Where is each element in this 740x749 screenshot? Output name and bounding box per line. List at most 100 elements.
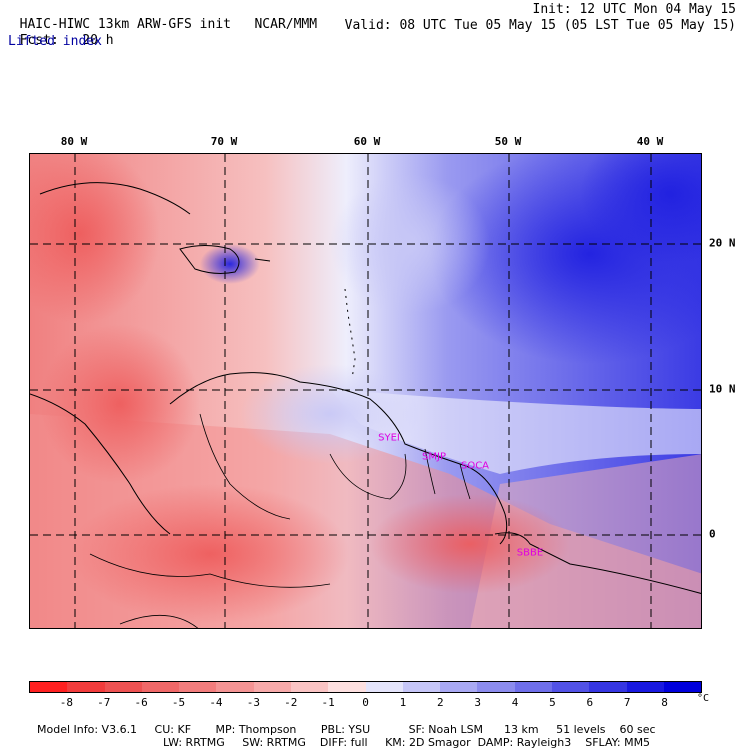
border-peru	[119, 614, 199, 628]
coast-lesser-antilles	[344, 288, 356, 380]
colorbar-segment	[514, 682, 552, 692]
grid-spacing: 13 km	[504, 723, 539, 736]
blue-core-hispaniola	[200, 244, 260, 284]
coast-puerto-rico	[254, 258, 271, 262]
border-guyana-suriname	[424, 448, 436, 495]
red-blob-central-america	[40, 324, 200, 484]
eddy-option: KM: 2D Smagor	[385, 736, 471, 749]
border-colombia-venezuela	[199, 413, 291, 520]
country-borders	[89, 413, 471, 628]
coastlines	[30, 182, 701, 594]
colorbar-segment	[67, 682, 105, 692]
blue-core-venezuela	[240, 364, 420, 464]
valid-time: Valid: 08 UTC Tue 05 May 15 (05 LST Tue …	[344, 18, 736, 33]
shortwave-scheme: SW: RRTMG	[242, 736, 306, 749]
colorbar-unit: °C	[697, 693, 710, 704]
colorbar-tick-label: 1	[399, 696, 407, 709]
colorbar-tick-label: 2	[436, 696, 444, 709]
colorbar-segment	[104, 682, 142, 692]
colorbar-segment	[477, 682, 515, 692]
lon-label-70w: 70 W	[210, 135, 238, 148]
model-info-line-2: LW: RRTMG SW: RRTMG DIFF: full KM: 2D Sm…	[156, 725, 650, 749]
lat-lon-grid	[30, 154, 701, 628]
colorbar-tick-label: -5	[171, 696, 186, 709]
lon-label-60w: 60 W	[353, 135, 381, 148]
model-title: HAIC-HIWC 13km ARW-GFS init NCAR/MMM	[4, 2, 317, 32]
surface-scheme: SF: Noah LSM	[408, 723, 484, 736]
longwave-scheme: LW: RRTMG	[163, 736, 225, 749]
colorbar-segment	[328, 682, 366, 692]
border-brazil-west	[89, 553, 331, 588]
colorbar-segment	[30, 682, 68, 692]
coast-central-america	[30, 393, 171, 535]
colorbar-tick-label: 0	[362, 696, 369, 709]
blue-core-northeast	[580, 154, 701, 264]
colorbar-segment	[440, 682, 478, 692]
colorbar-segment	[663, 682, 702, 692]
border-suriname-guiana	[459, 463, 471, 500]
colorbar-segment	[216, 682, 254, 692]
red-blob-cuba	[30, 154, 160, 324]
colorbar-tick-label: -2	[284, 696, 298, 709]
microphysics-scheme: MP: Thompson	[215, 723, 297, 736]
lat-label-equator: 0	[709, 527, 716, 541]
colorbar-tick-label: -3	[246, 696, 260, 709]
cumulus-scheme: CU: KF	[154, 723, 192, 736]
lat-label-20n: 20 N	[709, 236, 736, 250]
colorbar-tick-label: 7	[623, 696, 631, 709]
vertical-levels: 51 levels	[556, 723, 606, 736]
coast-hispaniola	[179, 245, 240, 274]
lifted-index-map: SYEI SMJP SOCA SBBE	[29, 153, 702, 629]
lon-label-50w: 50 W	[494, 135, 522, 148]
pbl-scheme: PBL: YSU	[320, 723, 371, 736]
lon-label-40w: 40 W	[636, 135, 664, 148]
lon-label-80w: 80 W	[60, 135, 88, 148]
colorbar-segment	[179, 682, 217, 692]
red-blob-amazon-east	[370, 494, 570, 594]
colorbar-segment	[626, 682, 664, 692]
colorbar-tick-label: -4	[209, 696, 223, 709]
model-info-line-1: Model Info: V3.6.1 CU: KF MP: Thompson P…	[30, 712, 656, 736]
colorbar-tick-label: -7	[97, 696, 111, 709]
coast-south-america-north	[169, 372, 508, 545]
colorbar-segment	[402, 682, 441, 692]
damping-option: DAMP: Rayleigh3	[477, 736, 572, 749]
map-canvas	[30, 154, 701, 628]
colorbar-tick-label: 5	[549, 696, 556, 709]
surface-layer-scheme: SFLAY: MM5	[585, 736, 651, 749]
colorbar-tick-label: 8	[661, 696, 668, 709]
organization: NCAR/MMM	[254, 17, 318, 32]
coast-cuba	[39, 182, 191, 215]
coast-brazil	[494, 532, 701, 594]
station-label-sbbe: SBBE	[516, 547, 544, 559]
border-venezuela-guyana	[329, 453, 407, 500]
time-step: 60 sec	[619, 723, 656, 736]
colorbar-segment	[253, 682, 291, 692]
colorbar-segment	[141, 682, 180, 692]
model-version: Model Info: V3.6.1	[37, 723, 138, 736]
colorbar-tick-label: 6	[586, 696, 594, 709]
red-blob-amazon-west	[70, 484, 350, 624]
diffusion-option: DIFF: full	[319, 736, 368, 749]
colorbar-tick-label: 4	[511, 696, 519, 709]
station-label-soca: SOCA	[460, 460, 490, 472]
forecast-hour: Fcst: 20 h	[4, 18, 114, 48]
colorbar-segment	[589, 682, 627, 692]
init-time: Init: 12 UTC Mon 04 May 15	[532, 2, 737, 17]
colorbar-segment	[551, 682, 590, 692]
colorbar-segment	[365, 682, 403, 692]
lat-label-10n: 10 N	[709, 382, 736, 396]
station-label-syei: SYEI	[378, 432, 400, 444]
colorbar-segment	[290, 682, 329, 692]
colorbar	[29, 681, 702, 693]
colorbar-tick-label: 3	[474, 696, 481, 709]
colorbar-tick-label: -8	[59, 696, 73, 709]
field-name: Lifted index	[8, 34, 102, 49]
forecast-label: Fcst:	[19, 33, 59, 48]
forecast-value: 20 h	[82, 33, 114, 48]
colorbar-tick-label: -6	[134, 696, 148, 709]
station-label-smjp: SMJP	[422, 451, 446, 463]
coastal-white-band	[330, 389, 701, 474]
colorbar-tick-label: -1	[321, 696, 335, 709]
model-name: HAIC-HIWC 13km ARW-GFS init	[19, 17, 231, 32]
